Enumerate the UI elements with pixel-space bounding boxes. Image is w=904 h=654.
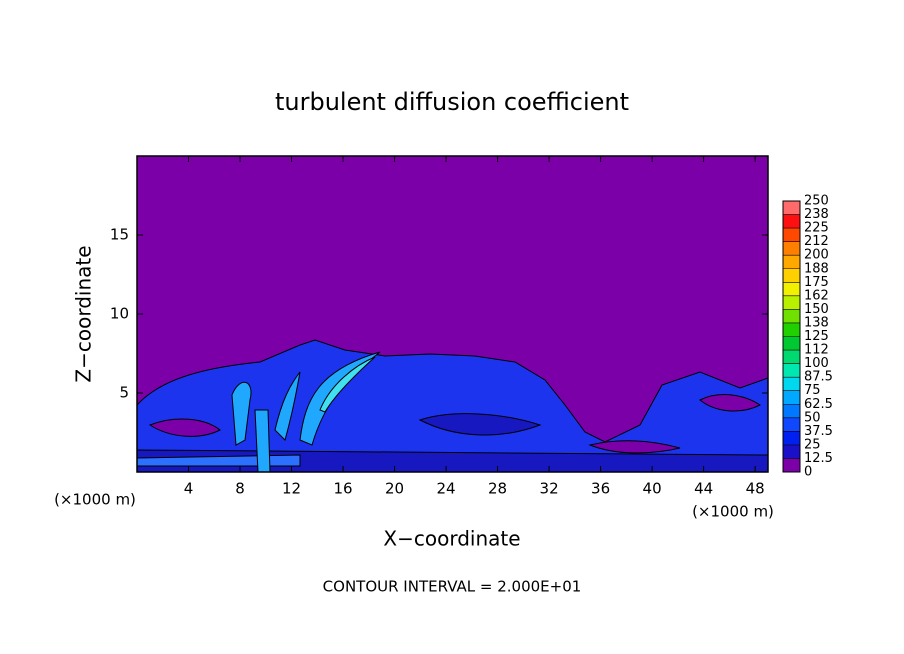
colorbar-band bbox=[783, 309, 800, 323]
colorbar-band bbox=[783, 458, 800, 472]
colorbar-label: 175 bbox=[804, 275, 829, 290]
colorbar-label: 250 bbox=[804, 194, 829, 209]
colorbar-label: 238 bbox=[804, 207, 829, 222]
chart-title: turbulent diffusion coefficient bbox=[275, 88, 629, 116]
colorbar-label: 125 bbox=[804, 329, 829, 344]
x-tick-label: 20 bbox=[385, 480, 404, 498]
colorbar-label: 62.5 bbox=[804, 397, 833, 412]
colorbar-band bbox=[783, 228, 800, 242]
x-axis-title: X−coordinate bbox=[383, 527, 520, 551]
colorbar-band bbox=[783, 431, 800, 445]
colorbar-label: 75 bbox=[804, 383, 821, 398]
colorbar-band bbox=[783, 404, 800, 418]
x-tick-label: 44 bbox=[694, 480, 713, 498]
colorbar-label: 138 bbox=[804, 315, 829, 330]
x-tick-label: 40 bbox=[643, 480, 662, 498]
colorbar-label: 37.5 bbox=[804, 424, 833, 439]
x-tick-label: 24 bbox=[437, 480, 456, 498]
x-tick-label: 12 bbox=[282, 480, 301, 498]
colorbar-band bbox=[783, 390, 800, 405]
colorbar-label: 212 bbox=[804, 234, 829, 249]
x-tick-label: 32 bbox=[540, 480, 559, 498]
colorbar-label: 112 bbox=[804, 343, 829, 358]
colorbar-band bbox=[783, 377, 800, 391]
colorbar-band bbox=[783, 336, 800, 351]
colorbar-band bbox=[783, 241, 800, 256]
colorbar-band bbox=[783, 444, 800, 459]
colorbar-band bbox=[783, 282, 800, 296]
colorbar-label: 25 bbox=[804, 437, 821, 452]
y-tick-label: 10 bbox=[110, 305, 129, 323]
colorbar-band bbox=[783, 201, 800, 215]
colorbar-band bbox=[783, 417, 800, 432]
colorbar-label: 162 bbox=[804, 288, 829, 303]
colorbar-band bbox=[783, 363, 800, 378]
colorbar-label: 188 bbox=[804, 261, 829, 276]
colorbar-band bbox=[783, 255, 800, 269]
y-axis-title: Z−coordinate bbox=[72, 245, 96, 382]
colorbar-label: 0 bbox=[804, 465, 812, 480]
colorbar-label: 225 bbox=[804, 221, 829, 236]
x-tick-label: 4 bbox=[184, 480, 194, 498]
colorbar-label: 100 bbox=[804, 356, 829, 371]
y-tick-label: 15 bbox=[110, 226, 129, 244]
colorbar-band bbox=[783, 214, 800, 229]
x-tick-label: 8 bbox=[235, 480, 245, 498]
x-tick-label: 36 bbox=[591, 480, 610, 498]
x-unit-label: (×1000 m) bbox=[54, 491, 136, 509]
field bbox=[137, 339, 768, 472]
colorbar-band bbox=[783, 295, 800, 310]
colorbar-label: 12.5 bbox=[804, 451, 833, 466]
colorbar-label: 150 bbox=[804, 302, 829, 317]
contour-interval-note: CONTOUR INTERVAL = 2.000E+01 bbox=[323, 578, 582, 596]
colorbar-label: 87.5 bbox=[804, 370, 833, 385]
x-tick-label: 48 bbox=[746, 480, 765, 498]
colorbar-band bbox=[783, 350, 800, 364]
y-tick-label: 5 bbox=[119, 384, 129, 402]
colorbar-label: 50 bbox=[804, 410, 821, 425]
colorbar-label: 200 bbox=[804, 248, 829, 263]
x-tick-label: 16 bbox=[333, 480, 352, 498]
colorbar-band bbox=[783, 322, 800, 337]
colorbar-band bbox=[783, 268, 800, 283]
x-unit-label: (×1000 m) bbox=[692, 503, 774, 521]
x-tick-label: 28 bbox=[488, 480, 507, 498]
